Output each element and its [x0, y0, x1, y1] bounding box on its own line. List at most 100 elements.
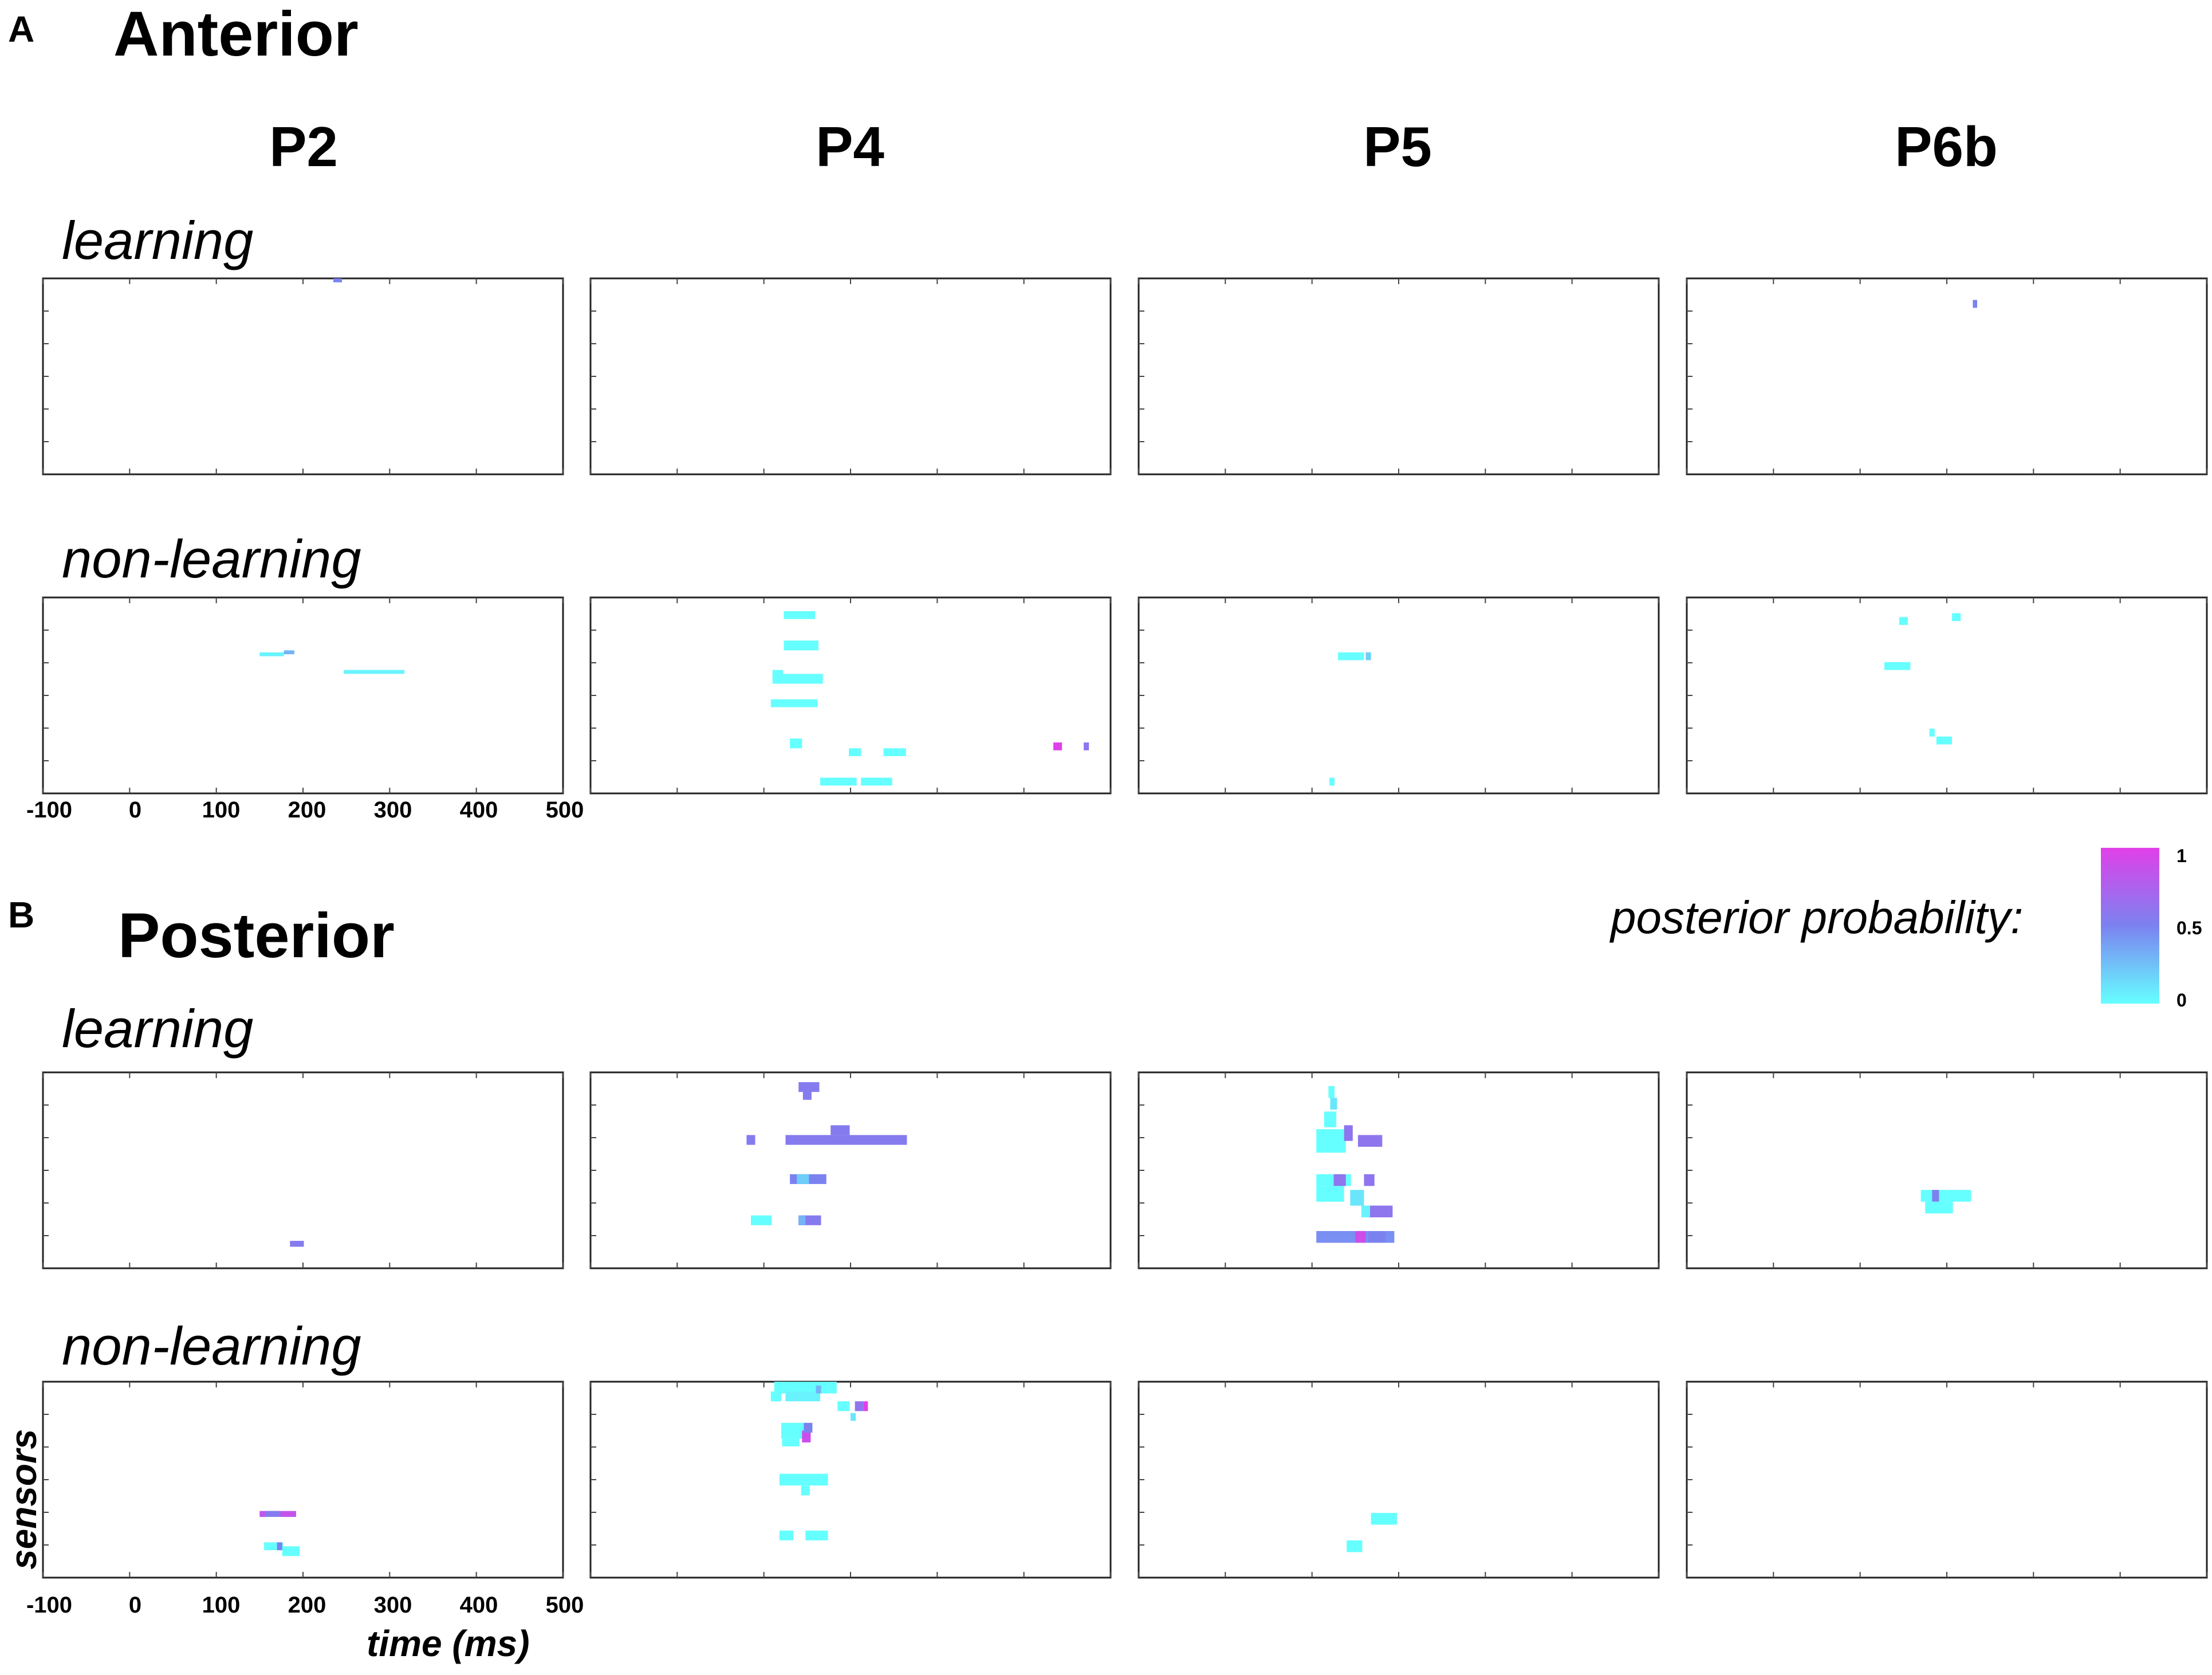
heatmap-panel-anterior-learning-p4	[589, 277, 1112, 475]
heatmap-cell	[751, 1215, 772, 1225]
heatmap-cell	[863, 1401, 868, 1411]
anterior-x-tick: 0	[128, 797, 142, 823]
heatmap-cell	[770, 699, 818, 707]
heatmap-panel-posterior-non-learning-p5	[1138, 1381, 1660, 1579]
posterior-x-tick: -100	[26, 1593, 73, 1618]
heatmap-cell	[802, 1430, 811, 1442]
heatmap-cell	[1324, 1111, 1337, 1127]
panel-frame	[1686, 596, 2208, 795]
panel-frame	[1138, 1071, 1660, 1269]
heatmap-cell	[1053, 742, 1062, 750]
panel-frame	[42, 596, 564, 795]
anterior-x-tick: 500	[545, 797, 584, 823]
heatmap-cell	[1929, 729, 1935, 737]
heatmap-cell	[781, 1422, 806, 1439]
posterior-x-tick: 0	[128, 1593, 142, 1618]
heatmap-cell	[1316, 1129, 1346, 1153]
heatmap-cell	[770, 1391, 781, 1402]
colorbar-tick-1: 1	[2176, 846, 2187, 866]
heatmap-panel-anterior-learning-p5	[1138, 277, 1660, 475]
panel-frame	[1138, 277, 1660, 475]
heatmap-cell	[284, 650, 294, 655]
heatmap-cell	[790, 738, 802, 749]
posterior-learning-label: learning	[62, 998, 254, 1059]
posterior-x-tick: 100	[202, 1593, 241, 1618]
colorbar-title: posterior probability:	[1611, 892, 2024, 943]
panel-frame	[1138, 596, 1660, 795]
heatmap-cell	[1357, 1135, 1383, 1147]
panel-frame	[42, 277, 564, 475]
panel-frame	[589, 1071, 1112, 1269]
heatmap-panel-anterior-learning-p6b	[1686, 277, 2208, 475]
heatmap-cell	[265, 1511, 281, 1517]
heatmap-cell	[1368, 1231, 1386, 1243]
panel-frame	[1138, 1381, 1660, 1579]
heatmap-cell	[1355, 1231, 1366, 1243]
heatmap-cell	[798, 1215, 806, 1225]
heatmap-cell	[1884, 662, 1911, 670]
heatmap-cell	[849, 748, 861, 756]
posterior-x-tick: 200	[288, 1593, 326, 1618]
column-title-p6b: P6b	[1895, 115, 1998, 178]
anterior-x-tick: 200	[288, 797, 326, 823]
heatmap-panel-posterior-learning-p4	[589, 1071, 1112, 1269]
heatmap-cell	[282, 1546, 300, 1556]
heatmap-cell	[883, 748, 906, 756]
anterior-learning-label: learning	[62, 210, 254, 270]
heatmap-cell	[797, 1174, 809, 1184]
posterior-non-learning-label: non-learning	[62, 1316, 361, 1376]
heatmap-cell	[1344, 1125, 1353, 1141]
heatmap-panel-posterior-learning-p5	[1138, 1071, 1660, 1269]
heatmap-cell	[831, 1125, 850, 1135]
heatmap-cell	[1936, 736, 1952, 745]
heatmap-cell	[805, 1530, 828, 1540]
heatmap-panel-posterior-learning-p6b	[1686, 1071, 2208, 1269]
heatmap-panel-posterior-learning-p2	[42, 1071, 564, 1269]
column-title-p2: P2	[269, 115, 338, 178]
heatmap-cell	[1365, 652, 1371, 660]
heatmap-cell	[1368, 1205, 1393, 1218]
anterior-x-tick: 300	[373, 797, 412, 823]
heatmap-cell	[804, 1422, 813, 1433]
heatmap-cell	[277, 1542, 282, 1551]
panel-frame	[42, 1381, 564, 1579]
heatmap-panel-anterior-non-learning-p2	[42, 596, 564, 795]
heatmap-cell	[784, 611, 815, 619]
heatmap-cell	[1333, 1174, 1346, 1186]
heatmap-cell	[1330, 1098, 1337, 1110]
anterior-non-learning-label: non-learning	[62, 529, 361, 589]
panel-frame	[1686, 1381, 2208, 1579]
heatmap-panel-anterior-non-learning-p5	[1138, 596, 1660, 795]
heatmap-panel-anterior-non-learning-p4	[589, 596, 1112, 795]
heatmap-cell	[1350, 1190, 1364, 1206]
heatmap-panel-posterior-non-learning-p4	[589, 1381, 1112, 1579]
heatmap-cell	[861, 777, 892, 786]
panel-frame	[1686, 1071, 2208, 1269]
heatmap-cell	[1084, 742, 1089, 750]
heatmap-cell	[1361, 1205, 1370, 1218]
heatmap-cell	[1920, 1190, 1971, 1202]
heatmap-cell	[855, 1401, 864, 1411]
heatmap-cell	[772, 674, 823, 684]
heatmap-cell	[779, 1530, 794, 1540]
heatmap-cell	[1316, 1186, 1344, 1202]
heatmap-cell	[851, 1413, 856, 1421]
heatmap-cell	[290, 1241, 304, 1247]
heatmap-cell	[746, 1135, 755, 1145]
panel-frame	[42, 1071, 564, 1269]
heatmap-panel-posterior-non-learning-p6b	[1686, 1381, 2208, 1579]
heatmap-cell	[1347, 1540, 1363, 1552]
panel-a-title: Anterior	[113, 0, 359, 69]
panel-frame	[1686, 277, 2208, 475]
heatmap-cell	[1925, 1201, 1953, 1214]
panel-frame	[589, 1381, 1112, 1579]
anterior-x-tick: 400	[459, 797, 498, 823]
column-title-p5: P5	[1363, 115, 1432, 178]
heatmap-cell	[1328, 1086, 1335, 1098]
colorbar-tick-0: 0	[2176, 990, 2187, 1010]
heatmap-cell	[785, 1391, 820, 1402]
heatmap-cell	[837, 1401, 850, 1411]
heatmap-panel-posterior-non-learning-p2	[42, 1381, 564, 1579]
heatmap-cell	[1973, 300, 1977, 308]
